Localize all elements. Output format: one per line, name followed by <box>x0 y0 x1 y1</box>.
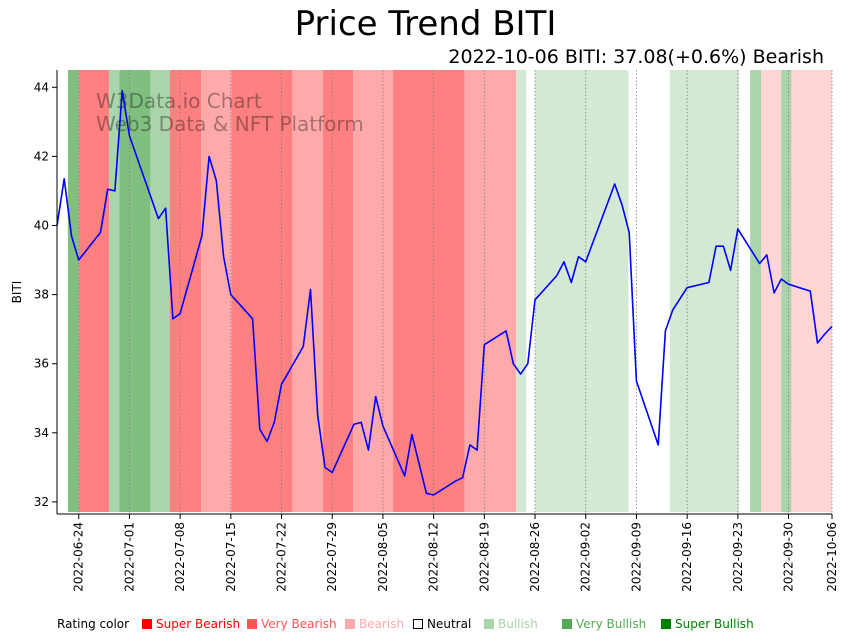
legend-swatch <box>661 619 671 629</box>
rating-band <box>791 70 832 512</box>
rating-band <box>781 70 792 512</box>
legend-swatch <box>142 619 152 629</box>
rating-band <box>322 70 354 512</box>
rating-band <box>464 70 517 512</box>
rating-band <box>78 70 110 512</box>
x-tick-label: 2022-09-23 <box>731 522 745 592</box>
legend-item: Bullish <box>484 617 538 631</box>
rating-band <box>169 70 202 512</box>
rating-band <box>150 70 170 512</box>
legend-item: Bearish <box>345 617 404 631</box>
x-tick-label: 2022-08-05 <box>376 522 390 592</box>
legend-swatch <box>345 619 355 629</box>
y-tick-label: 34 <box>34 426 49 440</box>
x-tick-label: 2022-07-08 <box>173 522 187 592</box>
x-ticks: 2022-06-24 2022-07-01 2022-07-08 2022-07-15… <box>72 514 839 592</box>
legend-label: Very Bearish <box>261 617 337 631</box>
chart-title: Price Trend BITI <box>294 4 557 44</box>
legend-label: Bullish <box>498 617 538 631</box>
legend-label: Super Bearish <box>156 617 241 631</box>
rating-band <box>628 70 670 512</box>
rating-band <box>231 70 293 512</box>
rating-band <box>739 70 751 512</box>
x-tick-label: 2022-07-22 <box>275 522 289 592</box>
y-tick-label: 40 <box>34 218 49 232</box>
x-tick-label: 2022-06-24 <box>72 522 86 592</box>
rating-band <box>516 70 527 512</box>
watermark-line-2: Web3 Data & NFT Platform <box>96 112 364 136</box>
rating-band <box>292 70 323 512</box>
rating-band <box>761 70 782 512</box>
y-ticks: 32 34 36 38 40 42 44 <box>34 80 57 509</box>
x-tick-label: 2022-08-12 <box>427 522 441 592</box>
x-tick-label: 2022-07-01 <box>122 522 136 592</box>
legend-label: Neutral <box>427 617 472 631</box>
legend-label: Bearish <box>359 617 405 631</box>
rating-band <box>119 70 151 512</box>
y-tick-label: 32 <box>34 495 49 509</box>
grid-lines <box>78 70 833 514</box>
legend-item: Super Bearish <box>142 617 240 631</box>
rating-band <box>393 70 465 512</box>
rating-band <box>109 70 120 512</box>
legend-title: Rating color <box>57 617 130 631</box>
x-tick-label: 2022-10-06 <box>825 522 839 592</box>
legend-swatch <box>247 619 257 629</box>
rating-band <box>535 70 629 512</box>
rating-band <box>526 70 536 512</box>
x-tick-label: 2022-08-19 <box>477 522 491 592</box>
x-tick-label: 2022-09-09 <box>629 522 643 592</box>
y-tick-label: 38 <box>34 288 49 302</box>
rating-band <box>201 70 232 512</box>
rating-band <box>750 70 762 512</box>
x-tick-label: 2022-09-02 <box>579 522 593 592</box>
x-tick-label: 2022-07-29 <box>325 522 339 592</box>
x-tick-label: 2022-07-15 <box>224 522 238 592</box>
legend-item: Super Bullish <box>661 617 754 631</box>
legend-item: Neutral <box>413 617 471 631</box>
rating-band <box>669 70 740 512</box>
legend-swatch <box>562 619 572 629</box>
watermark: W3Data.io Chart Web3 Data & NFT Platform <box>96 89 364 136</box>
rating-bands <box>67 70 832 512</box>
axes <box>56 70 832 515</box>
series-line <box>56 89 833 496</box>
y-tick-label: 42 <box>34 149 49 163</box>
x-tick-label: 2022-09-16 <box>680 522 694 592</box>
y-tick-label: 36 <box>34 357 49 371</box>
x-tick-label: 2022-09-30 <box>782 522 796 592</box>
rating-band <box>353 70 394 512</box>
rating-band <box>67 70 79 512</box>
legend-item: Very Bearish <box>247 617 337 631</box>
y-axis-label: BITI <box>10 281 24 304</box>
legend-label: Very Bullish <box>576 617 647 631</box>
chart-subtitle: 2022-10-06 BITI: 37.08(+0.6%) Bearish <box>448 46 824 68</box>
legend-item: Very Bullish <box>562 617 646 631</box>
y-tick-label: 44 <box>34 80 49 94</box>
x-tick-label: 2022-08-26 <box>528 522 542 592</box>
legend-swatch <box>484 619 494 629</box>
legend-label: Super Bullish <box>675 617 754 631</box>
legend-swatch <box>413 619 423 629</box>
